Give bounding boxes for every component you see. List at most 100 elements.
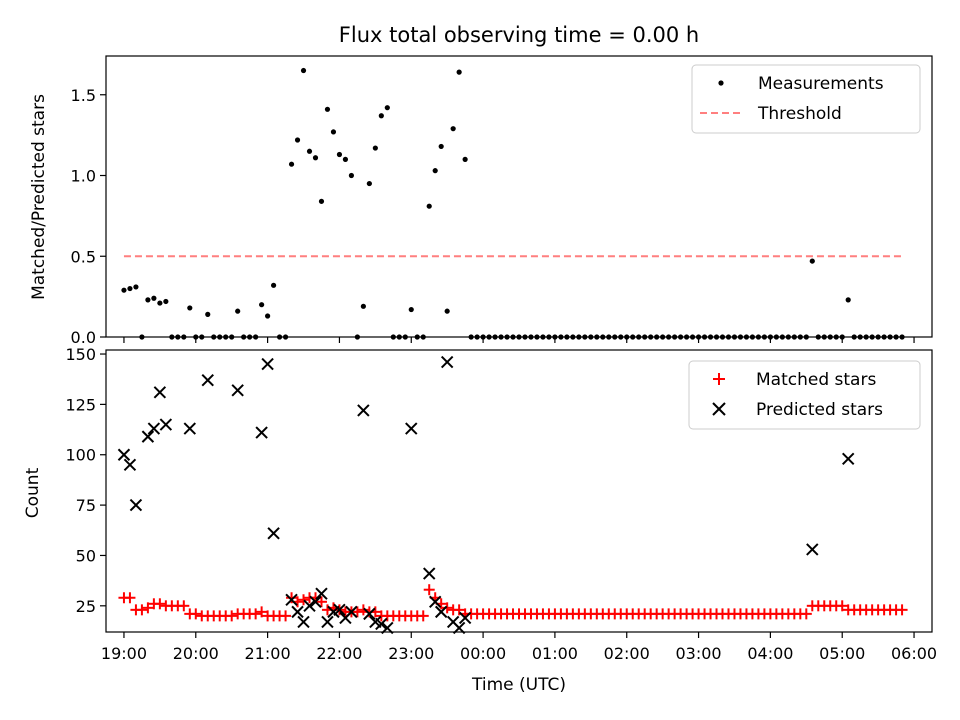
x-tick-label: 03:00 xyxy=(676,644,722,663)
predicted-star-point xyxy=(309,595,322,608)
measurement-point xyxy=(360,303,366,309)
measurement-point xyxy=(378,113,384,119)
predicted-star-point xyxy=(267,527,280,540)
x-tick-label: 20:00 xyxy=(173,644,219,663)
predicted-star-point xyxy=(315,587,328,600)
bottom-axes-frame xyxy=(105,349,933,633)
top-legend-box xyxy=(691,64,921,134)
measurement-point xyxy=(288,161,295,167)
predicted-star-point xyxy=(231,384,244,397)
measurement-point xyxy=(265,313,271,319)
predicted-star-point xyxy=(375,617,388,631)
bottom-y-axis-label: Count xyxy=(23,467,43,518)
matched-star-point xyxy=(800,608,812,620)
measurement-point xyxy=(324,106,331,112)
measurement-point xyxy=(163,298,169,305)
measurement-point xyxy=(342,156,349,162)
measurement-point xyxy=(133,284,139,290)
predicted-star-point xyxy=(363,607,376,621)
bottom-legend: Matched stars Predicted stars xyxy=(688,360,921,430)
top-y-tick-label: 0.0 xyxy=(71,328,96,347)
measurement-point xyxy=(157,300,163,306)
chart-title: Flux total observing time = 0.00 h xyxy=(339,23,699,47)
predicted-star-point xyxy=(297,615,310,629)
measurement-point xyxy=(318,198,325,204)
legend-predicted-marker xyxy=(712,402,726,416)
bottom-legend-box xyxy=(688,360,921,430)
matched-star-point xyxy=(286,592,298,604)
x-tick-label: 00:00 xyxy=(460,644,506,663)
legend-threshold-label: Threshold xyxy=(757,104,842,124)
matched-star-point xyxy=(896,604,908,616)
bottom-y-tick-label: 125 xyxy=(65,395,96,414)
predicted-star-point xyxy=(117,448,131,461)
measurement-point xyxy=(450,126,456,132)
predicted-star-point xyxy=(255,426,268,439)
x-axis-label: Time (UTC) xyxy=(471,675,566,695)
matched-star-point xyxy=(154,598,166,610)
measurement-point xyxy=(121,287,127,293)
measurement-point xyxy=(330,129,337,135)
measurement-point xyxy=(809,258,815,264)
measurement-point xyxy=(205,311,211,317)
bottom-y-ticks: 25 50 75 100 125 150 xyxy=(65,345,106,616)
bottom-y-tick-label: 150 xyxy=(65,345,96,364)
bottom-y-tick-label: 100 xyxy=(65,446,96,465)
predicted-star-point xyxy=(428,595,442,608)
predicted-star-point xyxy=(321,615,334,629)
top-panel: Flux total observing time = 0.00 h Match… xyxy=(29,23,933,347)
predicted-star-point xyxy=(183,422,197,435)
predicted-star-point xyxy=(345,605,358,619)
measurement-point xyxy=(426,203,432,209)
predicted-star-point xyxy=(153,386,167,399)
matched-star-point xyxy=(142,602,154,614)
measurement-point xyxy=(235,308,241,314)
predicted-star-point xyxy=(841,452,855,465)
matched-star-point xyxy=(256,606,268,618)
x-tick-label: 05:00 xyxy=(819,644,865,663)
measurement-point xyxy=(270,282,277,288)
predicted-star-point xyxy=(285,593,298,606)
legend-measurements-marker xyxy=(718,80,724,86)
x-tick-label: 01:00 xyxy=(532,644,578,663)
predicted-star-point xyxy=(434,605,448,619)
predicted-star-point xyxy=(129,498,143,512)
predicted-star-point xyxy=(303,599,316,613)
measurement-point xyxy=(145,297,151,303)
matched-star-point xyxy=(250,608,262,620)
legend-measurements-label: Measurements xyxy=(758,74,884,94)
matched-star-point xyxy=(423,584,435,596)
predicted-star-point xyxy=(405,422,418,435)
x-tick-label: 02:00 xyxy=(604,644,650,663)
matched-star-point xyxy=(357,604,369,616)
measurement-point xyxy=(438,143,444,150)
matched-star-point xyxy=(136,604,148,616)
predicted-star-point xyxy=(141,430,155,443)
matched-star-point xyxy=(124,592,136,604)
predicted-star-point xyxy=(123,458,137,472)
measurement-point xyxy=(306,148,313,154)
matched-star-point xyxy=(298,594,310,606)
measurement-point xyxy=(187,305,193,311)
measurement-point xyxy=(300,67,307,74)
top-y-tick-label: 1.5 xyxy=(71,86,96,105)
predicted-star-point xyxy=(147,422,161,435)
bottom-panel: Count Time (UTC) 25 50 75 100 125 150 19:00 20… xyxy=(23,345,937,695)
predicted-star-point xyxy=(291,605,304,619)
top-legend: Measurements Threshold xyxy=(691,64,921,134)
legend-matched-marker xyxy=(713,373,725,385)
x-tick-label: 19:00 xyxy=(101,644,147,663)
predicted-star-point xyxy=(333,603,346,617)
x-tick-label: 23:00 xyxy=(388,644,434,663)
matched-star-point xyxy=(441,602,453,614)
measurement-point xyxy=(408,306,414,313)
top-y-tick-label: 0.5 xyxy=(71,247,96,266)
top-axes-frame xyxy=(105,55,933,338)
matched-star-point xyxy=(190,608,202,620)
predicted-star-point xyxy=(440,355,454,369)
matched-star-point xyxy=(351,606,363,618)
measurement-point xyxy=(444,308,450,314)
matched-star-point xyxy=(453,604,465,616)
predicted-star-point xyxy=(261,357,274,371)
